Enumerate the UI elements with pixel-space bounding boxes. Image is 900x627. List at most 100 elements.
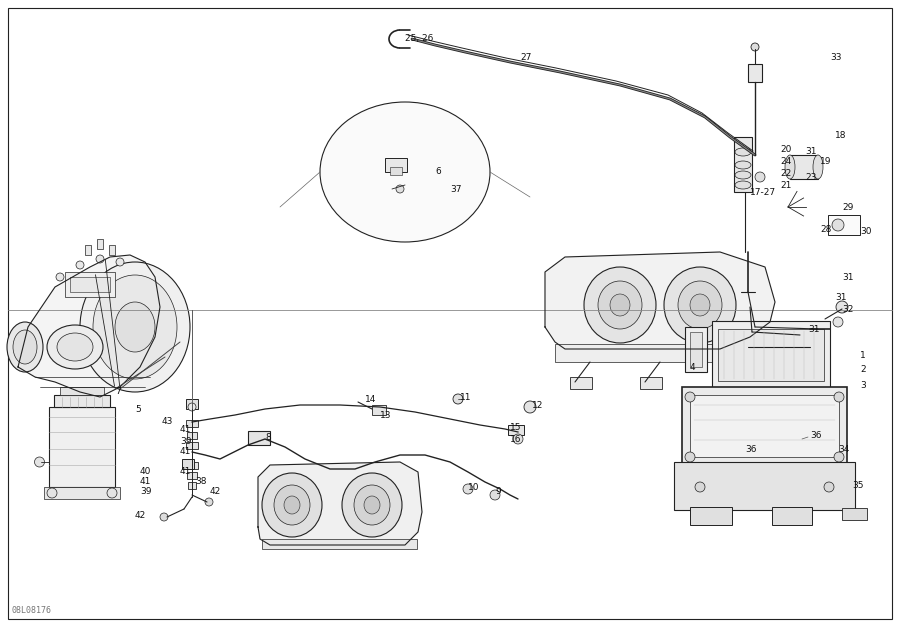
Ellipse shape (664, 267, 736, 343)
Polygon shape (18, 255, 160, 397)
Ellipse shape (320, 102, 490, 242)
Bar (186, 462, 198, 469)
Bar (842, 508, 867, 520)
Text: 40: 40 (140, 468, 151, 477)
Text: 41: 41 (140, 478, 151, 487)
Bar (109, 245, 115, 255)
Bar (555, 344, 765, 362)
Ellipse shape (262, 473, 322, 537)
Text: 12: 12 (532, 401, 544, 409)
Circle shape (513, 434, 523, 444)
Circle shape (160, 513, 168, 521)
Ellipse shape (735, 171, 751, 179)
Ellipse shape (47, 325, 103, 369)
Bar (44, 487, 120, 499)
Ellipse shape (690, 294, 710, 316)
Text: 11: 11 (460, 393, 472, 401)
Text: 42: 42 (210, 488, 221, 497)
Text: 35: 35 (852, 480, 863, 490)
Circle shape (685, 392, 695, 402)
Text: 17-27: 17-27 (750, 187, 776, 196)
Text: 31: 31 (835, 293, 847, 302)
Text: 5: 5 (135, 404, 140, 413)
Text: 27: 27 (520, 53, 531, 61)
Text: 36: 36 (745, 445, 757, 453)
Circle shape (685, 452, 695, 462)
Ellipse shape (274, 485, 310, 525)
Bar (182, 459, 194, 469)
Bar (186, 420, 198, 427)
Bar (188, 482, 196, 489)
Text: 24: 24 (780, 157, 791, 167)
Text: 13: 13 (380, 411, 392, 419)
Ellipse shape (610, 294, 630, 316)
Bar (570, 377, 592, 389)
Bar (682, 387, 847, 465)
Text: 32: 32 (842, 305, 853, 314)
Bar (54, 395, 110, 407)
Text: 14: 14 (365, 396, 376, 404)
Text: 41: 41 (180, 468, 192, 477)
Bar (690, 395, 839, 457)
Circle shape (453, 394, 463, 404)
Bar (187, 432, 197, 439)
Text: 19: 19 (820, 157, 832, 167)
Ellipse shape (364, 496, 380, 514)
Ellipse shape (354, 485, 390, 525)
Text: 43: 43 (162, 418, 174, 426)
Text: 9: 9 (495, 488, 500, 497)
Ellipse shape (584, 267, 656, 343)
Circle shape (463, 484, 473, 494)
Ellipse shape (735, 181, 751, 189)
Text: 33: 33 (830, 53, 842, 61)
Text: 20: 20 (780, 144, 791, 154)
Bar (828, 215, 860, 235)
Ellipse shape (284, 496, 300, 514)
Text: 7: 7 (115, 387, 121, 396)
Bar (640, 377, 662, 389)
Text: 2: 2 (860, 364, 866, 374)
Ellipse shape (735, 148, 751, 156)
Polygon shape (258, 462, 422, 545)
Bar (187, 472, 197, 479)
Circle shape (76, 261, 84, 269)
Bar (390, 167, 402, 175)
Bar (186, 442, 198, 449)
Text: 30: 30 (860, 228, 871, 236)
Circle shape (107, 488, 117, 498)
Circle shape (205, 498, 213, 506)
Bar (50, 407, 114, 487)
Text: 29: 29 (842, 203, 853, 211)
Text: 41: 41 (180, 424, 192, 433)
Text: 31: 31 (842, 273, 853, 282)
Bar (712, 321, 830, 389)
Bar (772, 507, 812, 525)
Ellipse shape (832, 219, 844, 231)
Circle shape (695, 482, 705, 492)
Text: 36: 36 (810, 431, 822, 440)
Text: 39: 39 (180, 438, 192, 446)
Circle shape (396, 185, 404, 193)
Circle shape (34, 457, 44, 467)
Bar (85, 245, 91, 255)
Text: 6: 6 (435, 167, 441, 176)
Ellipse shape (813, 155, 823, 179)
Ellipse shape (115, 302, 155, 352)
Text: 18: 18 (835, 130, 847, 139)
Bar (718, 329, 824, 381)
Ellipse shape (57, 333, 93, 361)
Text: 1: 1 (860, 350, 866, 359)
Text: 8: 8 (265, 433, 271, 441)
Text: 15: 15 (510, 423, 521, 431)
Text: 4: 4 (690, 362, 696, 372)
Circle shape (755, 172, 765, 182)
Text: 37: 37 (450, 184, 462, 194)
Ellipse shape (342, 473, 402, 537)
Ellipse shape (735, 161, 751, 169)
Text: 28: 28 (820, 224, 832, 233)
Text: 23: 23 (805, 172, 816, 181)
Text: 39: 39 (140, 488, 151, 497)
Bar (690, 507, 732, 525)
Bar (508, 425, 524, 435)
Circle shape (524, 401, 536, 413)
